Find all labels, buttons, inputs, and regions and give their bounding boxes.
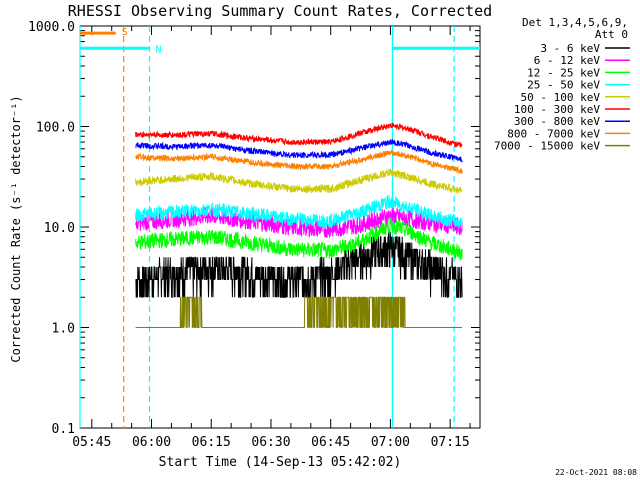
series-25-50-kev <box>135 194 463 230</box>
plot-area: 0.1 1.0 10.0 100.0 1000.0 05:45 06:00 06:15 06:3… <box>28 20 481 450</box>
legend-label: 25 - 50 keV <box>527 79 600 92</box>
y-tick-label: 1.0 <box>52 322 75 337</box>
legend-header-line-2: Att 0 <box>595 28 628 41</box>
legend-label: 3 - 6 keV <box>540 42 600 55</box>
x-tick-label: 06:30 <box>251 435 290 450</box>
y-tick-label: 10.0 <box>44 221 75 236</box>
legend-header-line-1: Det 1,3,4,5,6,9, <box>522 16 628 29</box>
legend-label: 6 - 12 keV <box>534 54 601 67</box>
x-tick-label: 07:00 <box>371 435 410 450</box>
legend-label: 300 - 800 keV <box>514 115 600 128</box>
series-800-7000-kev <box>135 150 463 175</box>
x-tick-label: 06:15 <box>192 435 231 450</box>
series-7000-15000-kev <box>135 296 463 328</box>
legend-label: 12 - 25 keV <box>527 66 600 79</box>
series-line <box>135 138 463 163</box>
series-100-300-kev <box>135 122 463 148</box>
series-line <box>135 217 463 261</box>
x-axis-label: Start Time (14-Sep-13 05:42:02) <box>159 455 402 470</box>
flag-label: N <box>156 44 162 55</box>
x-tick-label: 06:45 <box>311 435 350 450</box>
legend-label: 800 - 7000 keV <box>507 127 600 140</box>
series-line <box>135 194 463 230</box>
legend-label: 50 - 100 keV <box>521 91 601 104</box>
series-6-12-kev <box>135 207 463 238</box>
series-line <box>135 150 463 175</box>
series-line <box>135 122 463 148</box>
y-tick-label: 0.1 <box>52 422 75 437</box>
chart-title: RHESSI Observing Summary Count Rates, Co… <box>68 2 492 20</box>
y-axis-label: Corrected Count Rate (s⁻¹ detector⁻¹) <box>9 95 23 362</box>
x-tick-label: 06:00 <box>132 435 171 450</box>
x-tick-label: 07:15 <box>431 435 470 450</box>
series-3-6-kev <box>135 231 463 298</box>
x-tick-label: 05:45 <box>72 435 111 450</box>
series-50-100-kev <box>135 168 463 194</box>
y-tick-label: 1000.0 <box>28 20 75 35</box>
series-line <box>135 207 463 238</box>
series-line <box>135 168 463 194</box>
legend-label: 7000 - 15000 keV <box>494 140 600 153</box>
series-line <box>135 296 463 328</box>
series-12-25-kev <box>135 217 463 261</box>
legend-label: 100 - 300 keV <box>514 103 600 116</box>
footer-timestamp: 22-Oct-2021 08:08 <box>555 468 637 477</box>
series-line <box>135 231 463 298</box>
series-300-800-kev <box>135 138 463 163</box>
flag-label: S <box>122 27 128 38</box>
y-tick-label: 100.0 <box>36 121 75 136</box>
